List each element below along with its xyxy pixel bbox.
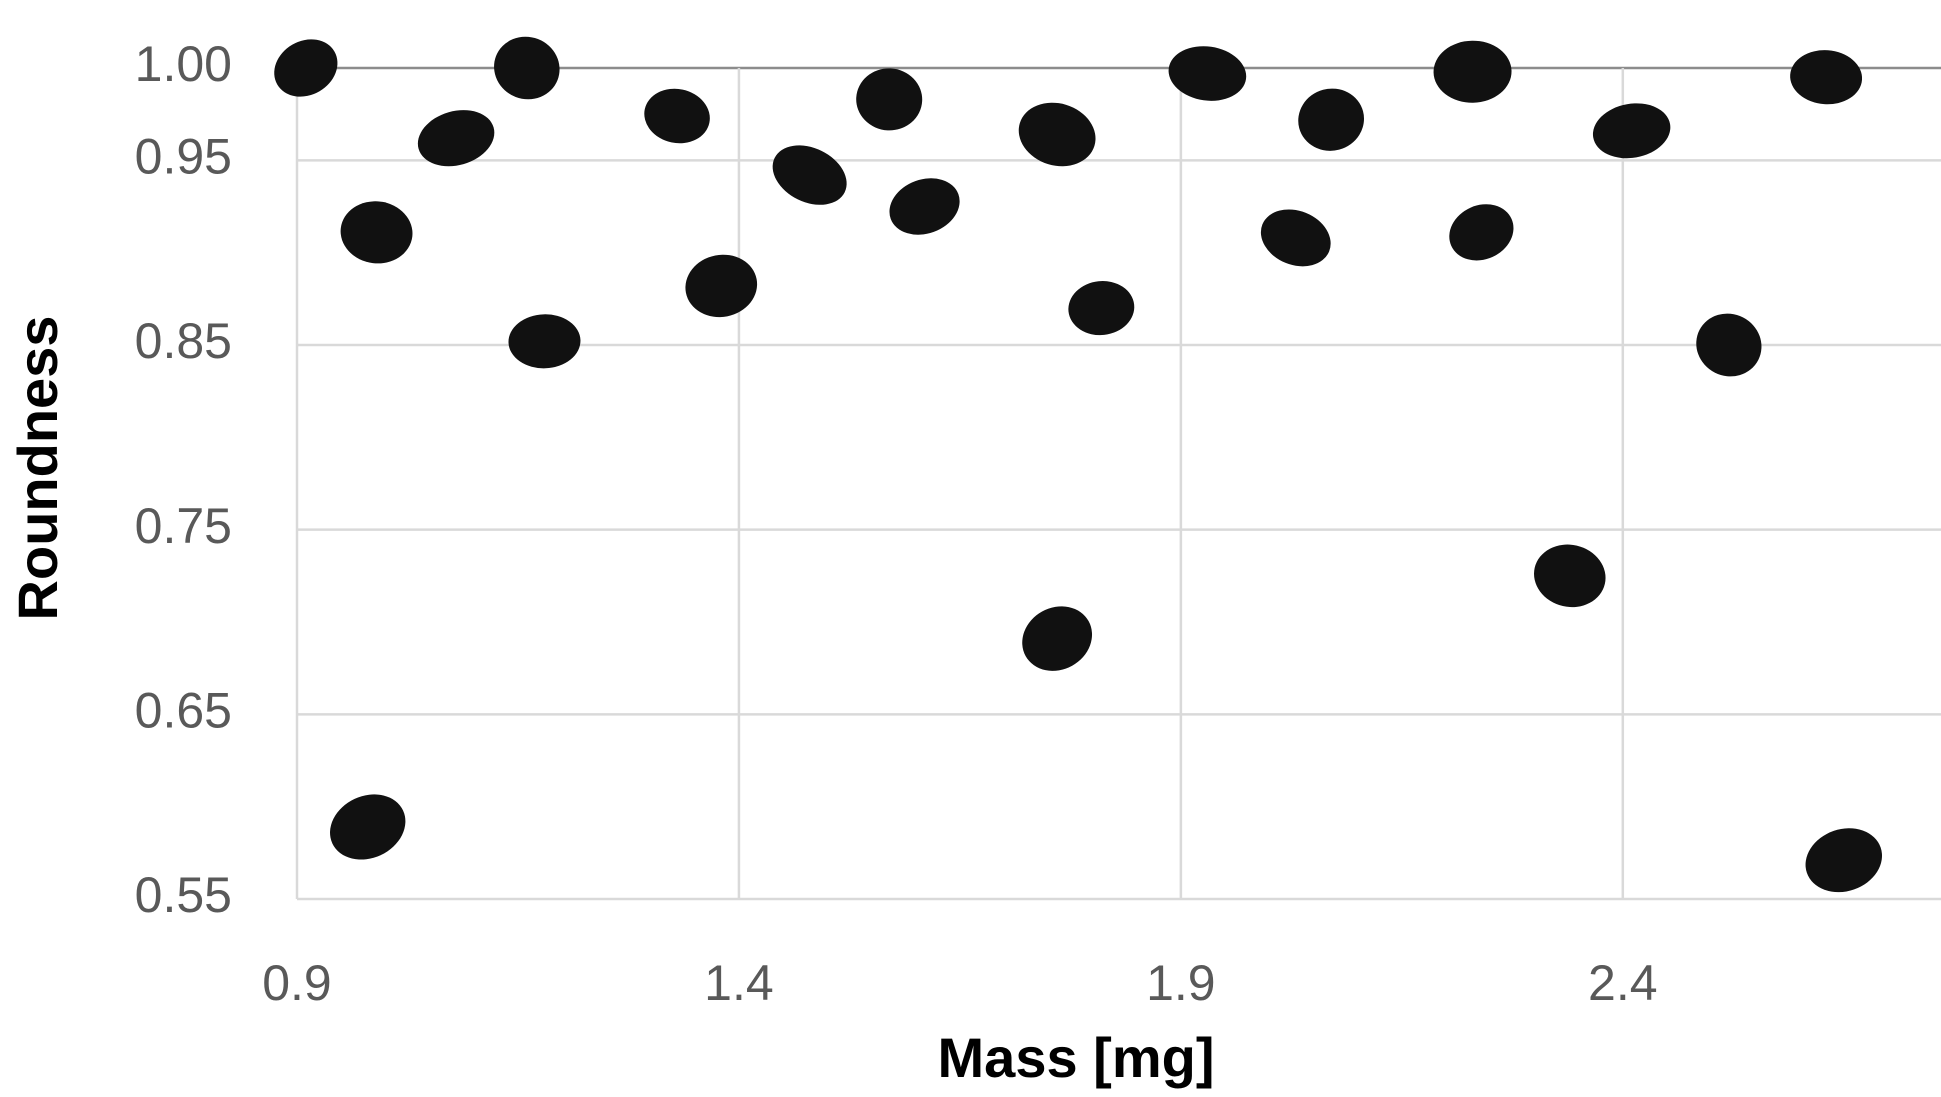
x-tick-label: 0.9 <box>262 955 332 1011</box>
x-axis-title: Mass [mg] <box>938 1026 1215 1089</box>
x-tick-label: 1.9 <box>1146 955 1216 1011</box>
particle <box>1260 209 1331 267</box>
particle <box>1022 606 1093 671</box>
particle <box>274 39 338 97</box>
particle <box>1068 280 1135 336</box>
particle <box>1534 544 1606 608</box>
particle <box>889 178 960 235</box>
particle <box>1168 46 1247 101</box>
y-tick-label: 0.85 <box>135 313 232 369</box>
y-axis-title: Roundness <box>6 316 69 621</box>
x-tick-label: 2.4 <box>1588 955 1658 1011</box>
particle <box>340 201 413 264</box>
x-tick-label: 1.4 <box>704 955 774 1011</box>
y-tick-label: 0.75 <box>135 498 232 554</box>
particle <box>772 145 847 205</box>
particle <box>644 88 710 144</box>
particle <box>1449 204 1514 261</box>
particle <box>1790 50 1863 105</box>
particle <box>1592 103 1671 159</box>
particle <box>417 110 495 167</box>
particle <box>1298 88 1364 151</box>
particle <box>685 254 758 318</box>
particle <box>856 68 923 131</box>
y-tick-label: 0.55 <box>135 867 232 923</box>
particle <box>494 36 560 100</box>
particle <box>1018 102 1096 167</box>
particle <box>1433 40 1512 103</box>
particle <box>1805 828 1883 893</box>
y-tick-label: 0.95 <box>135 129 232 185</box>
y-tick-label: 0.65 <box>135 683 232 739</box>
y-tick-label: 1.00 <box>135 36 232 92</box>
particle <box>1696 313 1762 377</box>
particle <box>330 794 406 860</box>
particle <box>508 314 581 369</box>
